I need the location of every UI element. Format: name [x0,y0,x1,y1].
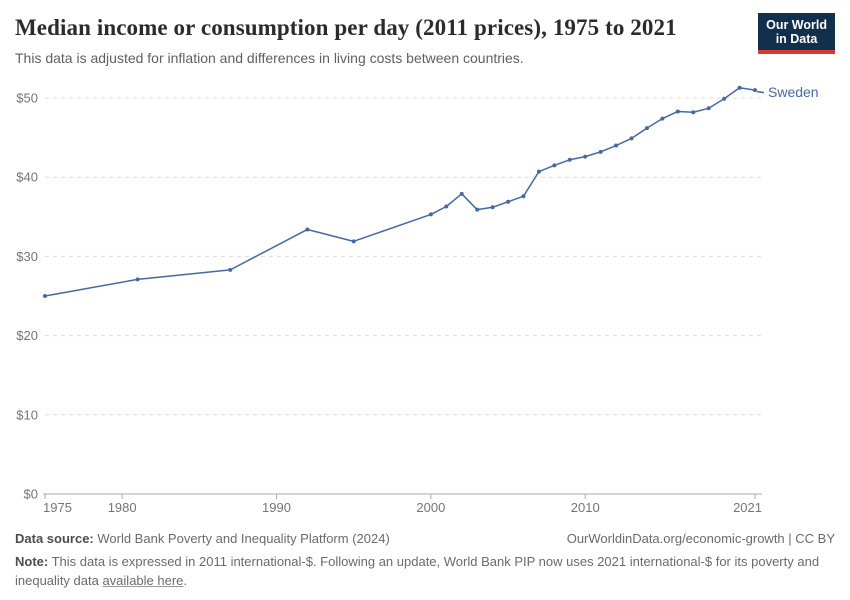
data-point[interactable] [536,169,541,174]
y-axis-tick-label: $20 [16,328,38,343]
data-point[interactable] [228,267,233,272]
note-period: . [183,573,188,588]
chart-subtitle: This data is adjusted for inflation and … [15,50,524,66]
chart-header: Median income or consumption per day (20… [15,14,755,67]
data-point[interactable] [675,109,680,114]
data-point[interactable] [552,163,557,168]
y-axis-tick-label: $40 [16,170,38,185]
data-point[interactable] [737,85,742,90]
label-connector [756,90,765,94]
data-point[interactable] [691,110,696,115]
owid-logo-line2: in Data [775,32,818,46]
data-point[interactable] [722,96,727,101]
data-point[interactable] [660,116,665,121]
owid-logo[interactable]: Our World in Data [758,13,835,54]
owid-logo-line1: Our World [766,18,827,32]
y-axis-tick-label: $50 [16,91,38,106]
x-axis-tick-label: 2021 [733,500,762,515]
x-axis-tick-label: 1975 [43,500,72,515]
x-axis-tick-label: 1990 [262,500,291,515]
data-point[interactable] [753,88,757,93]
data-point[interactable] [598,149,603,154]
y-axis-tick-label: $0 [24,487,38,502]
y-axis-tick-label: $30 [16,249,38,264]
chart-line[interactable] [44,86,756,297]
note-label: Note: [15,554,49,569]
data-point[interactable] [490,205,495,210]
x-axis-tick-label: 2010 [571,500,600,515]
data-point[interactable] [644,126,649,131]
data-point[interactable] [706,106,711,111]
y-axis-tick-label: $10 [16,407,38,422]
data-point[interactable] [351,239,356,244]
data-source: Data source: World Bank Poverty and Ineq… [15,530,390,547]
data-point[interactable] [305,227,310,232]
chart-title: Median income or consumption per day (20… [15,15,677,40]
attribution-link[interactable]: OurWorldinData.org/economic-growth | CC … [566,531,835,546]
x-axis-tick-label: 1980 [108,500,137,515]
data-source-text: World Bank Poverty and Inequality Platfo… [93,531,390,546]
data-point[interactable] [614,143,619,148]
data-point[interactable] [459,191,464,196]
data-point[interactable] [521,194,526,199]
data-point[interactable] [506,199,511,204]
data-point[interactable] [444,204,449,209]
data-point[interactable] [629,136,634,141]
chart-footer: Data source: World Bank Poverty and Ineq… [15,530,835,590]
note-text: This data is expressed in 2011 internati… [15,554,820,588]
data-point[interactable] [583,154,588,159]
data-point[interactable] [428,212,433,217]
x-axis-tick-label: 2000 [416,500,445,515]
series-entity-label: Sweden [768,84,819,100]
data-point[interactable] [475,207,480,212]
data-point[interactable] [135,277,140,282]
chart-note: Note: This data is expressed in 2011 int… [15,552,835,590]
data-point[interactable] [43,294,47,298]
available-here-link[interactable]: available here [102,573,184,588]
data-point[interactable] [567,157,572,162]
data-source-label: Data source: [15,531,94,546]
